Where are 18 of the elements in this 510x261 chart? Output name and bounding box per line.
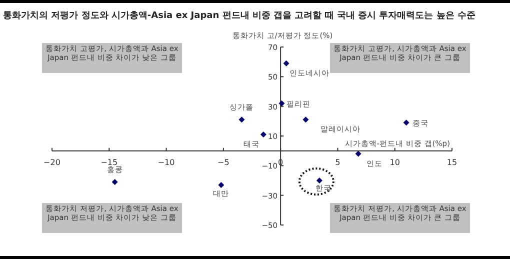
point [260, 132, 266, 138]
point [278, 100, 285, 106]
x-tick-label: 15 [446, 158, 458, 167]
point [283, 60, 290, 66]
point [316, 178, 322, 184]
x-tick-label: 5 [335, 158, 340, 167]
point [355, 150, 362, 157]
point [403, 120, 410, 126]
x-tick-label: −20 [44, 158, 60, 167]
chart-title: 통화가치의 저평가 정도와 시가총액-Asia ex Japan 펀드내 비중 갭을 고려할 때 국내 증시 투자매력도는 높은 수준 [3, 11, 476, 21]
point [218, 182, 224, 188]
x-tick-label: −15 [100, 158, 118, 167]
x-tick-label: −10 [158, 158, 175, 167]
point [238, 116, 245, 123]
x-tick-label: −5 [218, 158, 230, 167]
x-tick-label: 10 [390, 158, 400, 167]
point [302, 116, 309, 123]
point [112, 178, 118, 185]
